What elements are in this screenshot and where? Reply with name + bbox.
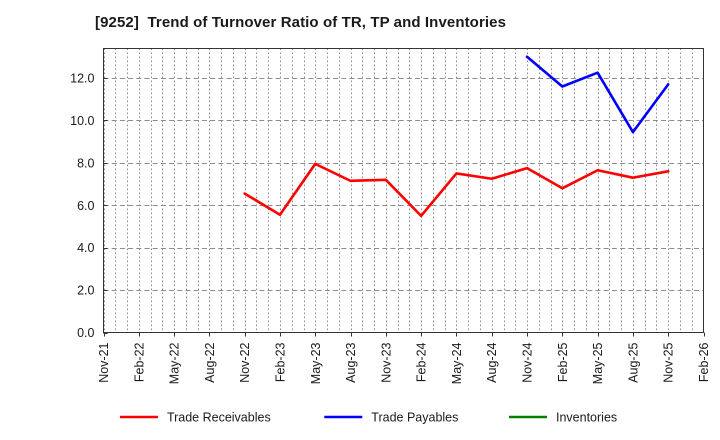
- y-axis-tick-label: 12.0: [70, 72, 94, 86]
- data-series-lines: [243, 55, 670, 218]
- x-axis-tick-label: Feb-26: [697, 342, 711, 382]
- chart-title: [9252] Trend of Turnover Ratio of TR, TP…: [95, 14, 507, 31]
- vertical-gridlines: [104, 48, 693, 333]
- y-axis-tick-label: 6.0: [77, 199, 94, 213]
- x-axis-tick-label: May-25: [591, 342, 605, 384]
- chart-legend: Trade Receivables Trade Payables Inventori…: [119, 411, 617, 425]
- y-axis-tick-label: 4.0: [77, 241, 94, 255]
- series-line-trade-receivables: [243, 162, 670, 218]
- x-axis-tick-label: Feb-23: [273, 342, 287, 382]
- x-axis-tick-label: Nov-25: [662, 342, 676, 382]
- y-axis-tick-label: 10.0: [70, 114, 94, 128]
- x-axis-tick-label: Feb-25: [556, 342, 570, 382]
- legend-label: Trade Payables: [371, 411, 458, 425]
- x-axis-tick-label: Aug-24: [485, 342, 499, 382]
- x-axis-tick-label: Nov-23: [379, 342, 393, 382]
- series-line-trade-payables: [525, 55, 670, 134]
- x-axis-tick-label: Feb-24: [415, 342, 429, 382]
- x-axis-tick-label: May-22: [168, 342, 182, 384]
- y-axis-tick-labels: 0.0 2.0 4.0 6.0 8.0 10.0 12.0: [70, 72, 108, 340]
- plot-area-border: [103, 48, 704, 333]
- horizontal-gridlines: [103, 78, 704, 291]
- x-axis-tick-label: Aug-25: [626, 342, 640, 382]
- y-axis-tick-label: 0.0: [77, 326, 94, 340]
- x-axis-tick-label: Aug-23: [344, 342, 358, 382]
- y-axis-tick-label: 8.0: [77, 156, 94, 170]
- y-axis-tick-label: 2.0: [77, 284, 94, 298]
- x-axis-tick-label: Nov-22: [238, 342, 252, 382]
- x-axis-tick-label: Feb-22: [132, 342, 146, 382]
- x-axis-tick-label: Nov-21: [97, 342, 111, 382]
- x-axis-tick-label: Nov-24: [521, 342, 535, 382]
- x-axis-tick-label: May-23: [309, 342, 323, 384]
- legend-label: Trade Receivables: [167, 411, 271, 425]
- legend-label: Inventories: [556, 411, 617, 425]
- x-axis-tick-label: Aug-22: [203, 342, 217, 382]
- x-axis-tick-label: May-24: [450, 342, 464, 384]
- x-axis-tick-labels: Nov-21 Feb-22 May-22 Aug-22 Nov-22 Feb-23 May-…: [97, 332, 711, 384]
